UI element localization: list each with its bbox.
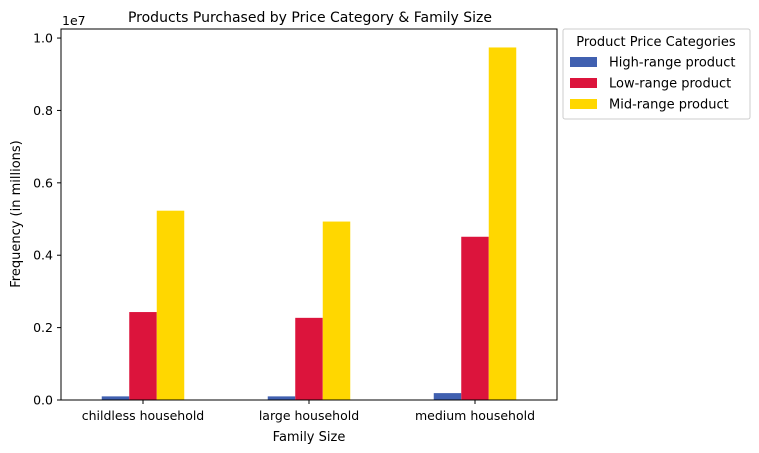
legend-label: High-range product [609, 56, 736, 71]
bar-mid-range-product-0 [156, 210, 185, 400]
y-tick-label: 0.6 [33, 175, 53, 190]
y-axis-offset-text: 1e7 [62, 13, 86, 28]
bar-low-range-product-1 [295, 317, 323, 400]
bar-high-range-product-1 [267, 396, 296, 400]
x-tick-label: large household [259, 408, 359, 423]
legend-label: Mid-range product [609, 98, 729, 113]
legend-frame [562, 28, 751, 120]
bar-low-range-product-0 [129, 312, 157, 400]
x-tick-label: childless household [82, 408, 205, 423]
y-tick-label: 0.0 [33, 393, 53, 408]
y-axis-ticks: 0.0 0.2 0.4 0.6 0.8 1.0 [33, 31, 61, 408]
bar-high-range-product-2 [433, 393, 462, 400]
x-tick-label: medium household [415, 408, 535, 423]
legend-title: Product Price Categories [576, 35, 736, 50]
y-tick-label: 0.8 [33, 103, 53, 118]
chart-title: Products Purchased by Price Category & F… [128, 10, 492, 26]
legend-items: High-range product Low-range product Mid-r… [570, 56, 736, 113]
bar-mid-range-product-1 [322, 221, 351, 400]
bar-mid-range-product-2 [488, 47, 517, 401]
legend-swatch [570, 78, 597, 88]
x-axis-label: Family Size [273, 430, 346, 445]
x-axis-ticks: childless household large household medium… [82, 400, 535, 423]
y-tick-label: 0.2 [33, 320, 53, 335]
legend: Product Price Categories High-range prod… [562, 28, 751, 120]
plot-area-frame [60, 28, 558, 401]
legend-label: Low-range product [609, 77, 731, 92]
legend-swatch [570, 99, 597, 109]
legend-swatch [570, 57, 597, 67]
y-tick-label: 0.4 [33, 248, 53, 263]
bars-group [101, 47, 517, 401]
y-axis-label: Frequency (in millions) [9, 140, 24, 288]
y-tick-label: 1.0 [33, 31, 53, 46]
bar-high-range-product-0 [101, 396, 130, 400]
bar-low-range-product-2 [461, 236, 489, 400]
